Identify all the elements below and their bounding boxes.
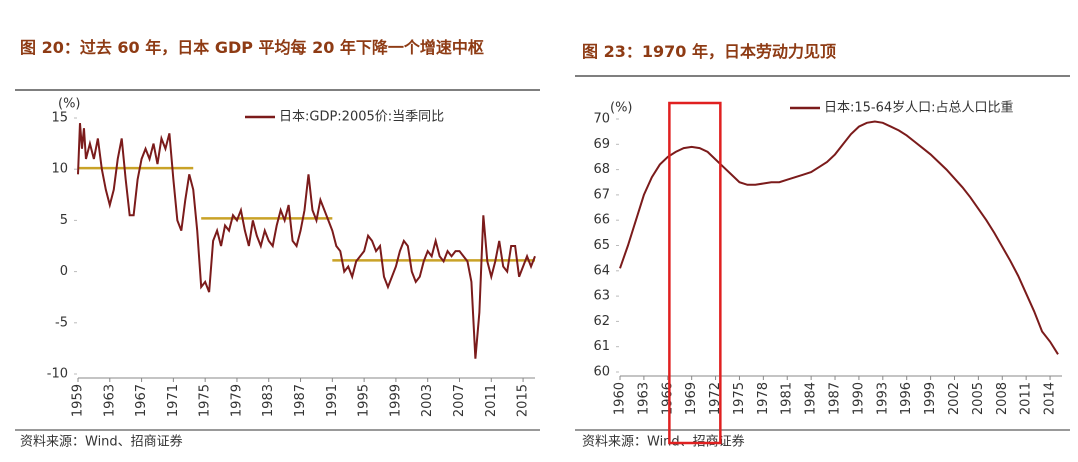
y-tick-label: 70: [593, 112, 610, 127]
x-tick-label: 1984: [804, 382, 819, 415]
x-tick-label: 1995: [357, 384, 372, 417]
legend-label: 日本:15-64岁人口:占总人口比重: [824, 100, 1014, 116]
x-tick-label: 1967: [134, 384, 149, 417]
y-unit-label: (%): [610, 101, 633, 116]
x-tick-label: 1978: [756, 382, 771, 415]
x-tick-label: 1960: [613, 382, 628, 415]
x-tick-label: 1983: [261, 384, 276, 417]
x-tick-label: 2002: [947, 382, 962, 415]
x-tick-label: 1966: [660, 382, 675, 415]
y-tick-label: 66: [593, 213, 610, 228]
x-tick-label: 1963: [636, 382, 651, 415]
x-tick-label: 2015: [516, 384, 531, 417]
y-tick-label: 68: [593, 162, 610, 177]
y-tick-label: 10: [51, 162, 68, 177]
legend-label: 日本:GDP:2005价:当季同比: [279, 110, 444, 125]
x-tick-label: 2008: [995, 382, 1010, 415]
highlight-box: [668, 101, 722, 445]
x-tick-label: 2014: [1043, 382, 1058, 415]
y-tick-label: 65: [593, 238, 610, 253]
x-tick-label: 1969: [684, 382, 699, 415]
x-tick-label: 2011: [484, 384, 499, 417]
x-tick-label: 1999: [388, 384, 403, 417]
chart-title: 图 20：过去 60 年，日本 GDP 平均每 20 年下降一个增速中枢: [20, 38, 484, 57]
x-tick-label: 1975: [198, 384, 213, 417]
x-tick-label: 1963: [102, 384, 117, 417]
x-tick-label: 1959: [71, 384, 86, 417]
y-tick-label: 69: [593, 137, 610, 152]
y-unit-label: (%): [58, 97, 81, 112]
x-tick-label: 1987: [828, 382, 843, 415]
y-tick-label: 5: [60, 213, 68, 228]
x-tick-label: 1975: [732, 382, 747, 415]
x-tick-label: 1971: [166, 384, 181, 417]
x-tick-label: 1981: [780, 382, 795, 415]
y-tick-label: 15: [51, 111, 68, 126]
chart-title: 图 23：1970 年，日本劳动力见顶: [582, 42, 836, 61]
x-tick-label: 1979: [229, 384, 244, 417]
x-tick-label: 2011: [1019, 382, 1034, 415]
y-tick-label: 64: [593, 263, 610, 278]
data-line: [619, 120, 1059, 355]
x-tick-label: 1987: [293, 384, 308, 417]
y-tick-label: 0: [60, 264, 68, 279]
y-tick-label: 67: [593, 187, 610, 202]
x-tick-label: 1990: [851, 382, 866, 415]
y-tick-label: 60: [593, 365, 610, 380]
y-tick-label: 62: [593, 314, 610, 329]
data-line: [77, 123, 536, 359]
source-note: 资料来源：Wind、招商证券: [582, 434, 745, 450]
x-tick-label: 1991: [325, 384, 340, 417]
y-tick-label: -10: [47, 367, 68, 382]
y-tick-label: -5: [55, 315, 68, 330]
x-tick-label: 2007: [452, 384, 467, 417]
x-tick-label: 2005: [971, 382, 986, 415]
x-tick-label: 1999: [923, 382, 938, 415]
x-tick-label: 2003: [420, 384, 435, 417]
y-tick-label: 61: [593, 339, 610, 354]
y-tick-label: 63: [593, 289, 610, 304]
x-tick-label: 1993: [875, 382, 890, 415]
source-note: 资料来源：Wind、招商证券: [20, 434, 183, 450]
x-tick-label: 1996: [899, 382, 914, 415]
